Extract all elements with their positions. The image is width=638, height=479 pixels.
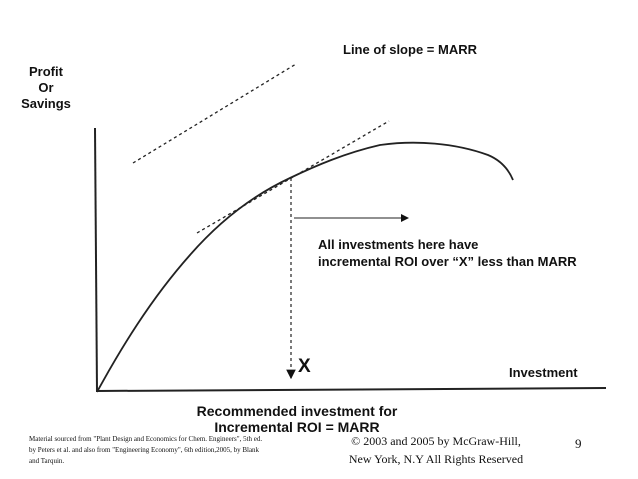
annotation-text: All investments here have incremental RO…: [318, 236, 577, 270]
marr-tangent-line: [196, 120, 390, 234]
profit-curve: [96, 141, 514, 393]
x-axis-label: Investment: [509, 365, 578, 380]
annotation-line: All investments here have: [318, 237, 479, 252]
y-axis-label-line: Or: [38, 80, 54, 95]
x-axis: [95, 387, 607, 392]
annotation-line: incremental ROI over “X” less than MARR: [318, 254, 577, 269]
x-marker-label: X: [298, 356, 311, 377]
recommended-investment-label: Recommended investment for Incremental R…: [172, 403, 422, 435]
source-note-line: and Tarquin.: [29, 457, 65, 465]
copyright-notice: © 2003 and 2005 by McGraw-Hill, New York…: [336, 432, 536, 468]
recommended-line: Recommended investment for: [196, 403, 398, 419]
y-axis: [94, 127, 98, 393]
source-note-line: Material sourced from "Plant Design and …: [29, 435, 263, 443]
source-note: Material sourced from "Plant Design and …: [29, 434, 274, 467]
recommended-line: Incremental ROI = MARR: [214, 419, 380, 435]
copyright-line: © 2003 and 2005 by McGraw-Hill,: [351, 434, 521, 448]
page-number: 9: [575, 436, 582, 451]
marr-slope-line-upper: [132, 63, 297, 164]
slope-line-label: Line of slope = MARR: [343, 42, 477, 57]
y-axis-label: Profit Or Savings: [4, 64, 88, 112]
y-axis-label-line: Savings: [21, 96, 71, 111]
y-axis-label-line: Profit: [29, 64, 63, 79]
copyright-line: New York, N.Y All Rights Reserved: [348, 452, 524, 466]
source-note-line: by Peters et al. and also from "Engineer…: [29, 446, 260, 454]
